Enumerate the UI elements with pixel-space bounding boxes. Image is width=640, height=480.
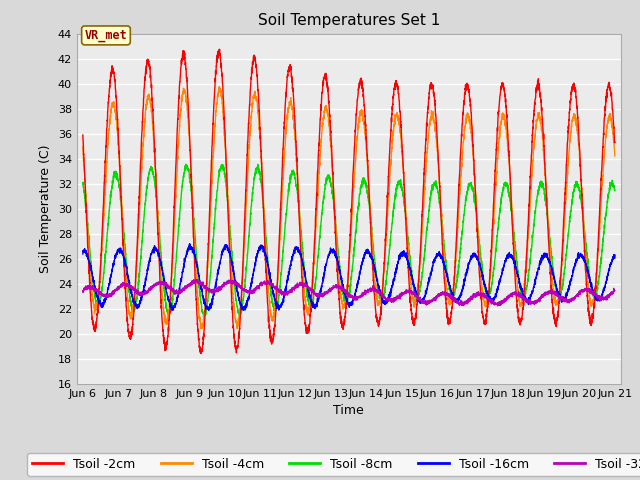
Text: VR_met: VR_met [84,29,127,42]
Y-axis label: Soil Temperature (C): Soil Temperature (C) [39,144,52,273]
Legend: Tsoil -2cm, Tsoil -4cm, Tsoil -8cm, Tsoil -16cm, Tsoil -32cm: Tsoil -2cm, Tsoil -4cm, Tsoil -8cm, Tsoi… [27,453,640,476]
X-axis label: Time: Time [333,405,364,418]
Title: Soil Temperatures Set 1: Soil Temperatures Set 1 [258,13,440,28]
